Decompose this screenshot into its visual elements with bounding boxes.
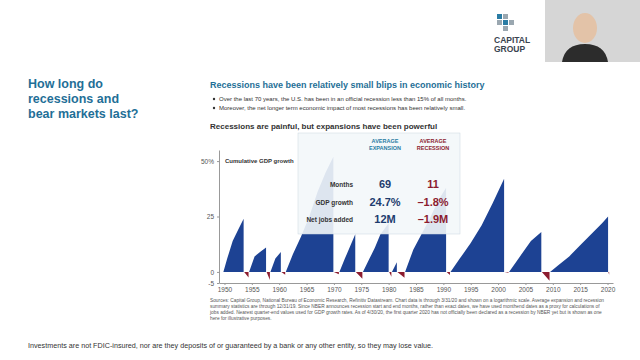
x-tick: 1970 bbox=[327, 283, 342, 293]
sources-note: Sources: Capital Group, National Bureau … bbox=[209, 298, 604, 321]
y-axis-line bbox=[219, 151, 220, 284]
y-tick: 0 bbox=[210, 268, 219, 275]
x-tick-label: 1990 bbox=[437, 286, 452, 293]
x-tick-label: 1980 bbox=[382, 286, 397, 293]
webcam-frame bbox=[545, 0, 640, 62]
y-tick-mark bbox=[217, 283, 219, 284]
x-tick-label: 2010 bbox=[546, 286, 561, 293]
x-axis-line bbox=[220, 283, 614, 284]
bullet-text: Over the last 70 years, the U.S. has bee… bbox=[219, 96, 467, 102]
logo-square bbox=[503, 20, 508, 25]
table-value: 24.7% bbox=[369, 196, 400, 208]
x-tick: 1960 bbox=[272, 283, 287, 293]
logo-text: CAPITALGROUP bbox=[494, 35, 530, 54]
x-tick: 1975 bbox=[355, 283, 370, 293]
x-tick-label: 1985 bbox=[409, 286, 424, 293]
logo-square bbox=[497, 20, 502, 25]
table-value: –1.9M bbox=[418, 213, 449, 225]
logo-square bbox=[503, 26, 508, 31]
logo-square bbox=[509, 20, 514, 25]
heading-line: bear markets last? bbox=[28, 107, 138, 121]
y-tick-label: 0 bbox=[210, 268, 214, 275]
y-tick-mark bbox=[217, 272, 219, 273]
y-tick-mark bbox=[217, 161, 219, 162]
table-header: AVERAGERECESSION bbox=[417, 138, 449, 151]
x-tick-label: 1975 bbox=[355, 286, 370, 293]
table-row-label: Net jobs added bbox=[306, 216, 353, 224]
sources-note-line: summary statistics are through 12/31/19.… bbox=[210, 304, 600, 309]
table-value: 12M bbox=[374, 213, 395, 225]
heading-line: recessions and bbox=[28, 92, 119, 106]
logo: CAPITALGROUP bbox=[494, 14, 530, 54]
y-tick-label: 50% bbox=[201, 158, 214, 165]
y-tick: 50% bbox=[201, 158, 219, 165]
logo-square bbox=[497, 14, 502, 19]
table-header-line: EXPANSION bbox=[369, 145, 401, 151]
webcam-video bbox=[545, 0, 640, 62]
table-header-line: AVERAGE bbox=[420, 138, 447, 144]
table-header-line: RECESSION bbox=[417, 145, 449, 151]
webcam-person-body bbox=[562, 44, 608, 62]
table-header: AVERAGEEXPANSION bbox=[369, 138, 401, 151]
x-tick-label: 1960 bbox=[272, 286, 287, 293]
table-header-line: AVERAGE bbox=[372, 138, 399, 144]
x-tick: 1985 bbox=[409, 283, 424, 293]
table-row-label: Months bbox=[330, 181, 353, 188]
disclaimer: Investments are not FDIC-insured, nor ar… bbox=[28, 341, 433, 350]
x-tick: 2000 bbox=[491, 283, 506, 293]
x-tick: 2010 bbox=[546, 283, 561, 293]
chart-title: Recessions have been relatively small bl… bbox=[210, 80, 485, 90]
table-value: 11 bbox=[427, 178, 439, 190]
x-tick: 1955 bbox=[245, 283, 260, 293]
heading: How long dorecessions andbear markets la… bbox=[28, 77, 138, 121]
x-tick-label: 1950 bbox=[218, 286, 233, 293]
table-value: 69 bbox=[379, 178, 391, 190]
bullet-dot bbox=[213, 107, 215, 109]
x-tick-label: 2005 bbox=[519, 286, 534, 293]
bullet-dot bbox=[213, 98, 215, 100]
x-tick: 1995 bbox=[464, 283, 479, 293]
inset-table-box bbox=[298, 133, 460, 234]
bullet-text: Moreover, the net longer term economic i… bbox=[219, 105, 465, 111]
y-tick-label: 25 bbox=[207, 213, 215, 220]
series-area bbox=[244, 272, 609, 281]
x-tick-label: 2000 bbox=[491, 286, 506, 293]
table-value: –1.8% bbox=[417, 196, 448, 208]
x-tick: 1990 bbox=[437, 283, 452, 293]
x-tick-label: 1995 bbox=[464, 286, 479, 293]
x-tick: 2015 bbox=[573, 283, 588, 293]
logo-square bbox=[503, 14, 508, 19]
sources-note-line: here for illustrative purposes. bbox=[210, 316, 272, 321]
table-row-label: GDP growth bbox=[316, 199, 353, 207]
webcam-person-head bbox=[573, 13, 597, 43]
slide: CAPITALGROUP How long dorecessions andbea… bbox=[0, 0, 640, 360]
x-tick: 2005 bbox=[519, 283, 534, 293]
inset-table: AVERAGEEXPANSIONAVERAGERECESSIONMonths69… bbox=[298, 133, 460, 234]
x-tick: 2020 bbox=[601, 283, 616, 293]
sources-note-line: jobs added. Nearest quarter-end values u… bbox=[209, 310, 602, 315]
logo-text-line: GROUP bbox=[494, 44, 526, 54]
x-tick: 1950 bbox=[218, 283, 233, 293]
x-tick: 1980 bbox=[382, 283, 397, 293]
y-tick-mark bbox=[217, 217, 219, 218]
y-axis-title: Cumulative GDP growth bbox=[225, 158, 294, 164]
x-tick-label: 1965 bbox=[300, 286, 315, 293]
y-tick: 25 bbox=[207, 213, 219, 220]
x-tick-label: 2020 bbox=[601, 286, 616, 293]
x-tick: 1965 bbox=[300, 283, 315, 293]
x-tick-label: 1955 bbox=[245, 286, 260, 293]
y-axis: -5 0 25 50% bbox=[201, 151, 220, 287]
sources-note-line: Sources: Capital Group, National Bureau … bbox=[210, 298, 604, 303]
heading-line: How long do bbox=[28, 77, 103, 91]
y-tick-label: -5 bbox=[208, 280, 214, 287]
x-tick-label: 1970 bbox=[327, 286, 342, 293]
x-tick-label: 2015 bbox=[573, 286, 588, 293]
background bbox=[0, 0, 640, 360]
chart-subtitle: Recessions are painful, but expansions h… bbox=[210, 122, 437, 131]
x-axis: 1950 1955 1960 1965 1970 1975 1980 1985 1990 1995… bbox=[218, 283, 616, 293]
